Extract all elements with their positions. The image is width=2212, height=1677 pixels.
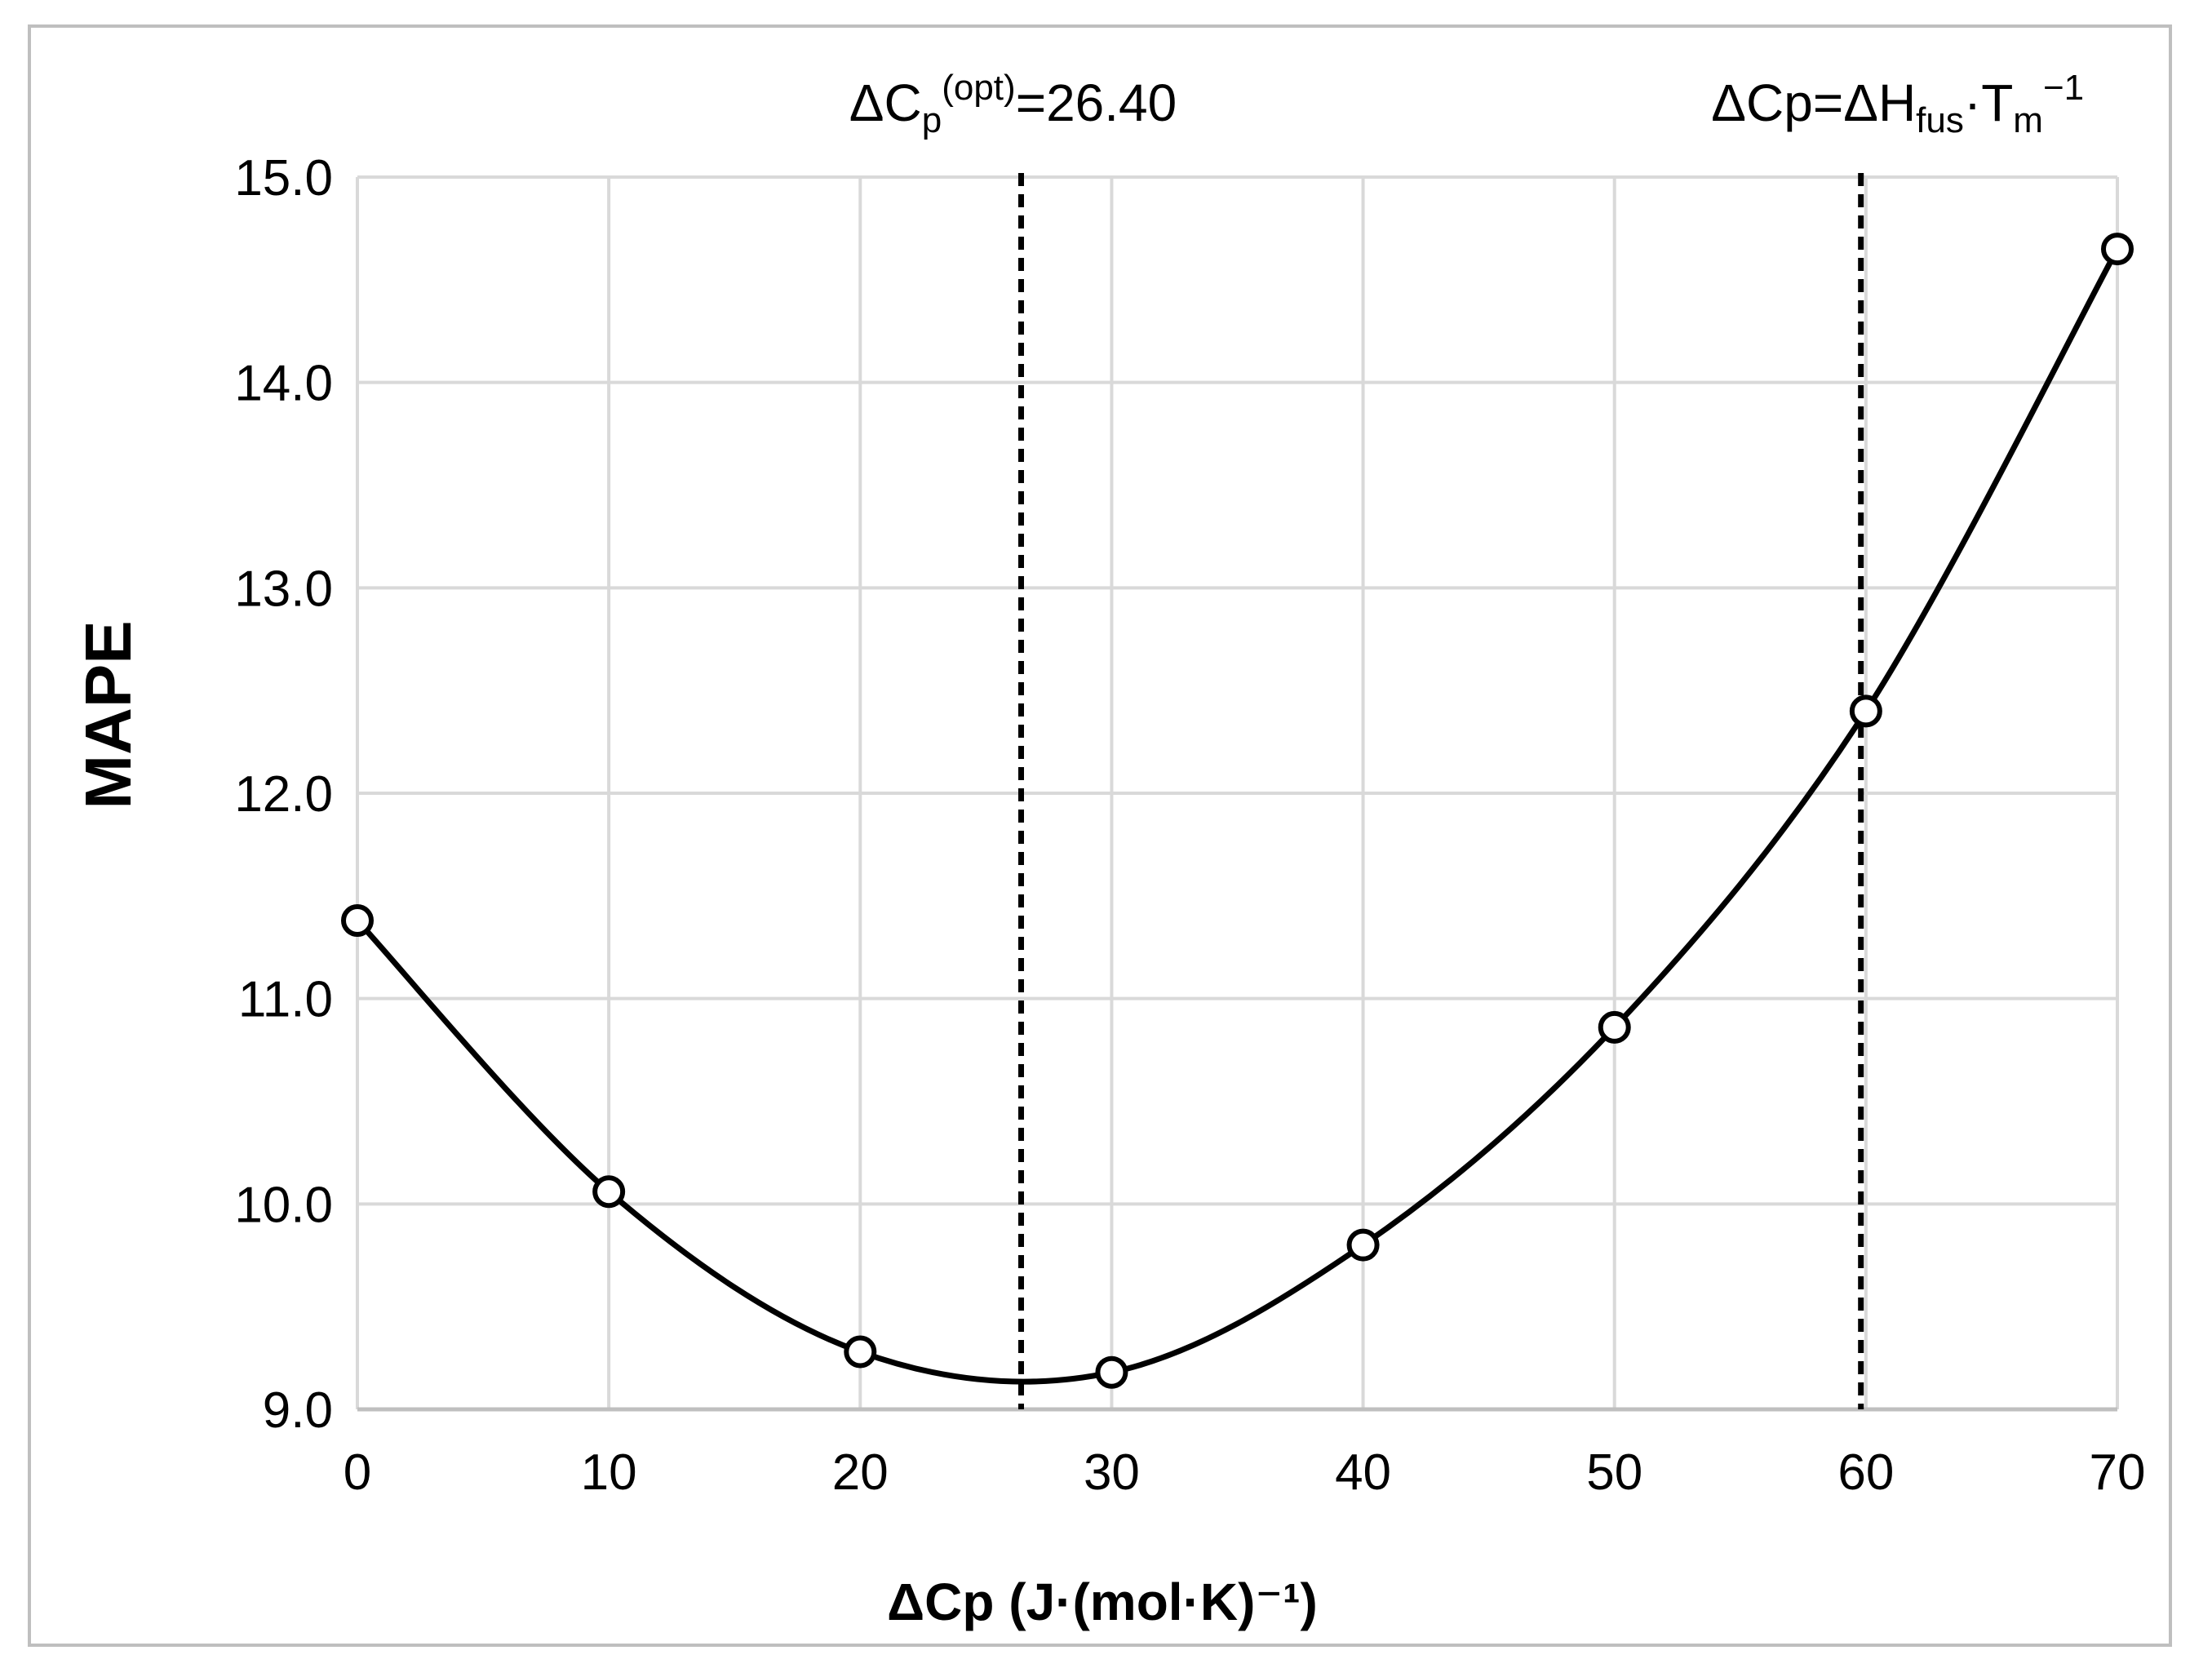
series-line [357, 249, 2117, 1382]
data-point [2103, 235, 2131, 263]
data-point [595, 1178, 623, 1205]
data-point [846, 1338, 874, 1366]
x-tick-label: 50 [1586, 1444, 1642, 1501]
grid-lines [357, 177, 2117, 1409]
y-axis-title: MAPE [72, 620, 144, 809]
x-tick-label: 40 [1335, 1444, 1391, 1501]
data-point [1852, 697, 1880, 725]
y-tick-label: 14.0 [234, 356, 333, 412]
data-point [1350, 1231, 1377, 1259]
y-tick-label: 10.0 [234, 1177, 333, 1233]
x-tick-label: 30 [1084, 1444, 1140, 1501]
data-point [1601, 1014, 1629, 1041]
x-tick-label: 10 [581, 1444, 637, 1501]
y-tick-label: 13.0 [234, 561, 333, 617]
x-tick-label: 20 [832, 1444, 889, 1501]
data-point [344, 907, 371, 934]
hfus-cp-annotation: ΔCp=ΔHfus·Tm−1 [1711, 68, 2084, 140]
data-point [1097, 1359, 1125, 1386]
x-tick-label: 60 [1837, 1444, 1894, 1501]
reference-lines [1021, 173, 1860, 1409]
y-tick-label: 12.0 [234, 766, 333, 823]
y-tick-label: 9.0 [263, 1382, 333, 1439]
optimal-cp-annotation: ΔCp(opt)=26.40 [849, 68, 1177, 140]
x-tick-label: 70 [2090, 1444, 2146, 1501]
y-tick-label: 15.0 [234, 150, 333, 206]
x-axis-title: ΔCp (J·(mol·K)⁻¹) [887, 1573, 1318, 1631]
chart-canvas: 0 10 20 30 40 50 60 70 9.0 10.0 11.0 12.0 13.0 14.0 15… [0, 0, 2212, 1677]
y-tick-label: 11.0 [238, 972, 333, 1028]
x-tick-label: 0 [344, 1444, 371, 1501]
